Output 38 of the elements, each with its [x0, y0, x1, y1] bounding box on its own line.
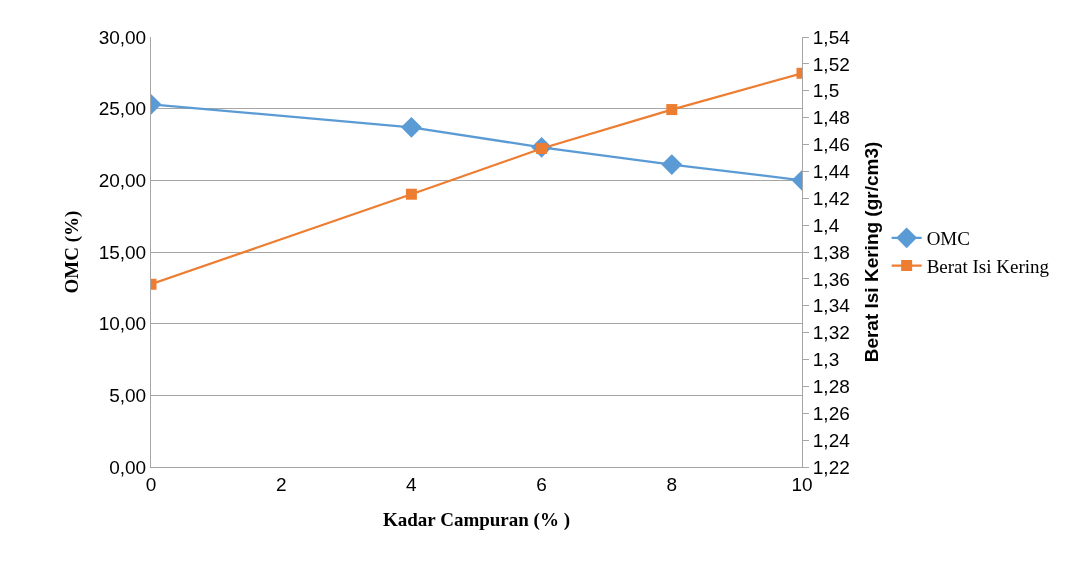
y2-tick-label: 1,3 — [812, 349, 840, 371]
x-tick-label: 8 — [666, 473, 678, 495]
y2-tick-label: 1,48 — [812, 107, 850, 129]
x-tick-label: 10 — [791, 473, 813, 495]
y2-tick-label: 1,32 — [812, 322, 850, 344]
y-axis-title: OMC (%) — [60, 210, 83, 294]
y2-tick-label: 1,24 — [812, 429, 851, 451]
y2-tick-label: 1,44 — [812, 161, 851, 183]
x-axis-title: Kadar Campuran (% ) — [382, 508, 571, 531]
y2-tick-label: 1,42 — [812, 187, 850, 209]
point — [405, 188, 417, 200]
point — [666, 104, 678, 116]
y-tick-label: 10,00 — [98, 313, 147, 335]
point — [401, 116, 422, 138]
y2-tick-label: 1,38 — [812, 241, 850, 263]
y2-tick-label: 1,52 — [812, 53, 850, 75]
x-tick-label: 0 — [145, 473, 157, 495]
y2-tick-label: 1,36 — [812, 268, 850, 290]
legend-label: Berat Isi Kering — [926, 255, 1050, 277]
legend-label: OMC — [926, 228, 970, 250]
y2-tick-label: 1,28 — [812, 376, 850, 398]
y-tick-label: 0,00 — [109, 456, 147, 478]
x-tick-label: 6 — [536, 473, 547, 495]
y2-tick-label: 1,4 — [812, 214, 840, 236]
x-tick-label: 4 — [406, 473, 418, 495]
y-tick-label: 30,00 — [98, 26, 147, 48]
y2-tick-label: 1,54 — [812, 26, 851, 48]
y2-tick-label: 1,46 — [812, 134, 850, 156]
y2-tick-label: 1,26 — [812, 402, 850, 424]
y2-tick-label: 1,34 — [812, 295, 851, 317]
y2-tick-label: 1,22 — [812, 456, 850, 478]
y-tick-label: 25,00 — [98, 98, 147, 120]
y-tick-label: 15,00 — [98, 241, 147, 263]
y2-tick-label: 1,5 — [812, 80, 840, 102]
x-tick-label: 2 — [275, 473, 287, 495]
y2-axis-title: Berat Isi Kering (gr/cm3) — [861, 141, 883, 363]
y-tick-label: 20,00 — [98, 169, 147, 191]
y-tick-label: 5,00 — [109, 384, 147, 406]
